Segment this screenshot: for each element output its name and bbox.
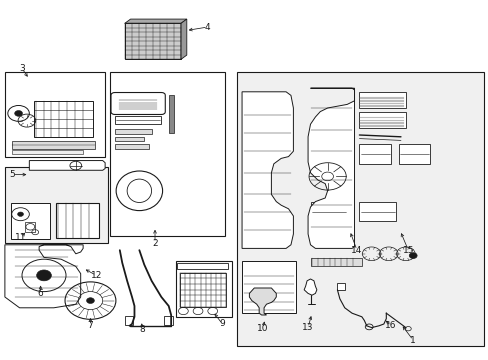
Text: 15: 15 (402, 246, 413, 255)
Bar (115, 137, 144, 141)
Bar (359, 202, 395, 221)
Bar (32, 162, 44, 169)
Bar (124, 316, 133, 325)
Bar (360, 117, 404, 118)
Bar (115, 144, 149, 149)
Text: 2: 2 (152, 238, 158, 248)
Bar (244, 98, 285, 115)
Bar (176, 261, 232, 317)
Bar (310, 258, 361, 266)
Circle shape (86, 298, 94, 303)
Polygon shape (12, 150, 83, 154)
Text: 8: 8 (139, 325, 144, 334)
Bar (246, 104, 283, 106)
Text: 12: 12 (90, 271, 102, 280)
Bar (360, 97, 404, 99)
Bar (110, 72, 224, 236)
Bar (359, 112, 405, 128)
Text: 9: 9 (219, 320, 225, 328)
Bar (360, 105, 404, 107)
Polygon shape (304, 279, 316, 295)
Text: 3: 3 (19, 64, 25, 73)
Bar (5, 72, 105, 157)
Bar (115, 129, 151, 134)
Bar (242, 261, 295, 313)
FancyBboxPatch shape (111, 93, 165, 114)
Bar (25, 222, 35, 232)
Bar (246, 111, 283, 113)
Bar (237, 72, 483, 346)
Polygon shape (307, 88, 354, 248)
Text: 7: 7 (87, 321, 93, 330)
Polygon shape (29, 161, 105, 170)
Circle shape (37, 270, 51, 281)
Bar (337, 283, 344, 290)
Bar (180, 273, 226, 307)
Bar (115, 116, 161, 124)
Bar (360, 100, 404, 102)
Bar (360, 122, 404, 124)
Bar (246, 108, 283, 109)
Bar (163, 316, 172, 325)
Bar (56, 203, 99, 238)
Text: 10: 10 (257, 324, 268, 333)
Polygon shape (242, 92, 293, 248)
Bar (177, 263, 228, 269)
Text: 1: 1 (409, 336, 415, 345)
Text: 13: 13 (302, 323, 313, 332)
Circle shape (15, 111, 22, 116)
Ellipse shape (116, 171, 162, 211)
Bar (360, 103, 404, 104)
Circle shape (408, 253, 416, 258)
Text: 5: 5 (9, 170, 15, 179)
Polygon shape (249, 288, 276, 315)
Bar (246, 101, 283, 103)
Circle shape (18, 212, 23, 216)
Polygon shape (5, 245, 83, 308)
Polygon shape (124, 19, 186, 23)
Text: 14: 14 (350, 246, 362, 255)
Bar (360, 120, 404, 121)
Text: 4: 4 (204, 22, 210, 31)
Polygon shape (246, 124, 276, 140)
Text: 6: 6 (38, 289, 43, 298)
Polygon shape (181, 19, 186, 59)
Ellipse shape (127, 179, 151, 202)
Bar (12, 141, 95, 149)
Bar (398, 144, 429, 164)
Bar (5, 167, 107, 243)
Text: 16: 16 (385, 321, 396, 330)
Bar (359, 92, 405, 108)
Bar (310, 202, 346, 221)
Text: 11: 11 (15, 233, 27, 242)
Bar (168, 95, 173, 133)
Bar (11, 203, 50, 239)
Bar (34, 101, 93, 137)
Bar (360, 125, 404, 127)
Bar (124, 23, 181, 59)
Bar (359, 144, 390, 164)
